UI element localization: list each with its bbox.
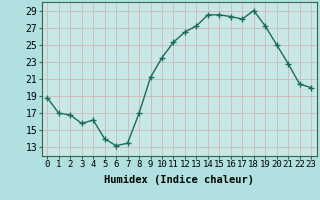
X-axis label: Humidex (Indice chaleur): Humidex (Indice chaleur) bbox=[104, 175, 254, 185]
